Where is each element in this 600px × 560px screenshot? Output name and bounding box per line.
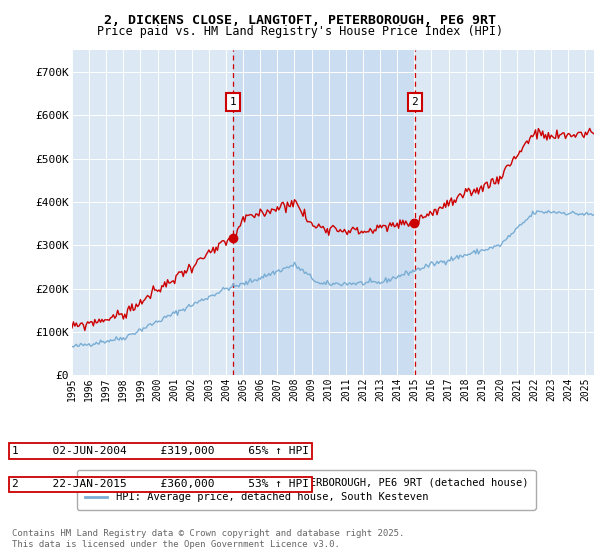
- Text: Price paid vs. HM Land Registry's House Price Index (HPI): Price paid vs. HM Land Registry's House …: [97, 25, 503, 38]
- Text: 2     22-JAN-2015     £360,000     53% ↑ HPI: 2 22-JAN-2015 £360,000 53% ↑ HPI: [12, 479, 309, 489]
- Text: 1     02-JUN-2004     £319,000     65% ↑ HPI: 1 02-JUN-2004 £319,000 65% ↑ HPI: [12, 446, 309, 456]
- Text: 1: 1: [230, 97, 236, 108]
- Text: 2: 2: [412, 97, 418, 108]
- Text: Contains HM Land Registry data © Crown copyright and database right 2025.
This d: Contains HM Land Registry data © Crown c…: [12, 529, 404, 549]
- Text: 2, DICKENS CLOSE, LANGTOFT, PETERBOROUGH, PE6 9RT: 2, DICKENS CLOSE, LANGTOFT, PETERBOROUGH…: [104, 14, 496, 27]
- Legend: 2, DICKENS CLOSE, LANGTOFT, PETERBOROUGH, PE6 9RT (detached house), HPI: Average: 2, DICKENS CLOSE, LANGTOFT, PETERBOROUGH…: [77, 470, 536, 510]
- Bar: [233, 50, 415, 375]
